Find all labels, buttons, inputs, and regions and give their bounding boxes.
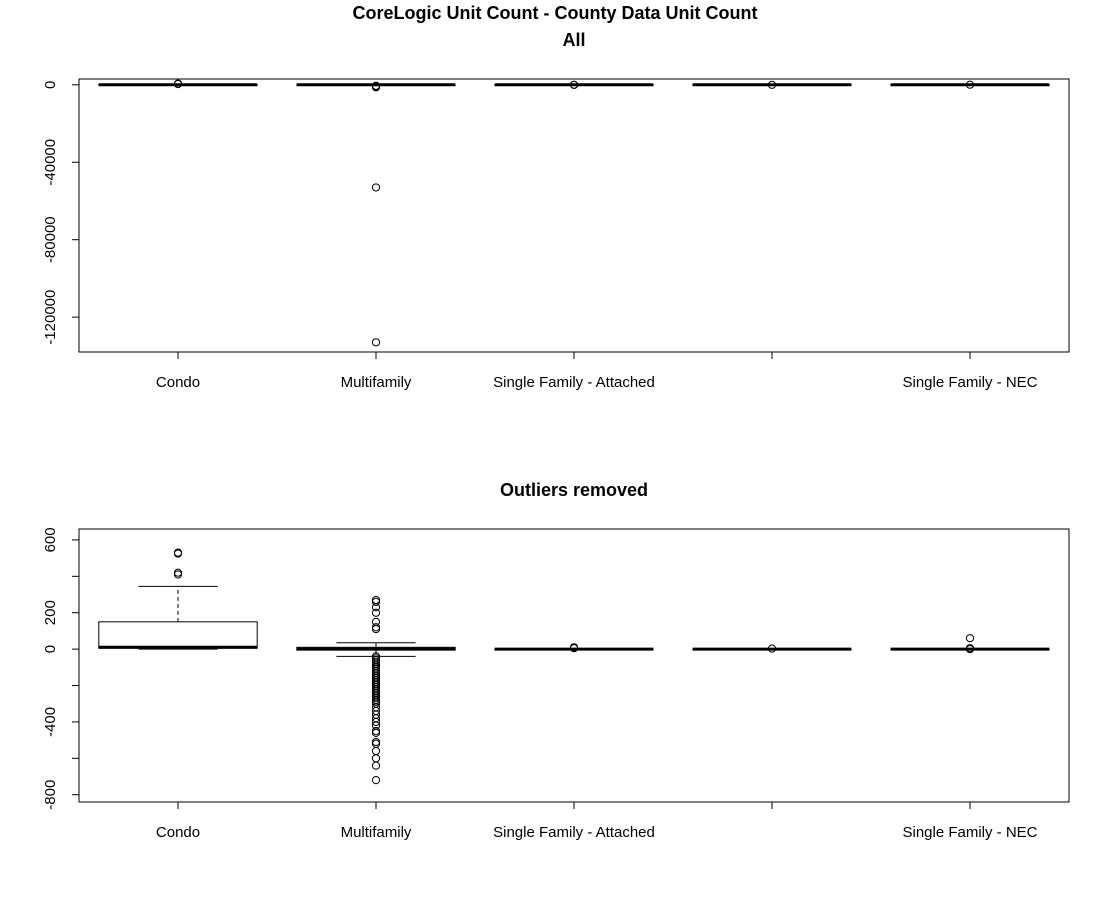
chart2-title: Outliers removed [500, 480, 648, 500]
outlier-point [371, 608, 381, 617]
y-tick-label: 0 [42, 81, 59, 89]
outlier-point [371, 597, 381, 606]
outlier-point [965, 634, 975, 643]
box-4 [890, 634, 1050, 654]
outlier-point [371, 625, 381, 634]
category-label: Single Family - NEC [902, 374, 1037, 391]
box-1 [296, 81, 456, 347]
y-tick-label: -120000 [42, 290, 59, 345]
outlier-point [371, 83, 381, 92]
outlier-point [965, 80, 975, 89]
outlier-point [965, 644, 975, 653]
category-label: Condo [156, 374, 200, 391]
y-tick-label: -400 [42, 707, 59, 737]
box-0 [98, 548, 258, 650]
y-tick-label: 200 [42, 600, 59, 625]
main-title: CoreLogic Unit Count - County Data Unit … [353, 3, 758, 23]
y-tick-label: 600 [42, 527, 59, 552]
category-label: Condo [156, 824, 200, 841]
category-label: Single Family - Attached [493, 824, 655, 841]
outlier-point [767, 80, 777, 89]
outlier-point [569, 643, 579, 652]
box-0 [98, 79, 258, 89]
outlier-point [371, 603, 381, 612]
outlier-point [173, 79, 183, 88]
chart-outliers-removed: 600 200 0 -400 -800 Condo Multifamily Single Fa… [42, 527, 1070, 841]
outlier-point [371, 717, 381, 727]
plot-frame [78, 528, 1070, 803]
outlier-point [173, 568, 183, 577]
box-4 [890, 80, 1050, 89]
box-iqr [98, 621, 258, 649]
category-label: Single Family - NEC [902, 824, 1037, 841]
box-3 [692, 644, 852, 653]
outlier-point [371, 338, 381, 347]
outlier-point [371, 746, 381, 756]
plot-frame [78, 78, 1070, 353]
box-1 [296, 595, 456, 785]
chart1-title: All [562, 30, 585, 50]
box-2 [494, 80, 654, 89]
outlier-point [371, 761, 381, 770]
outlier-point [767, 644, 777, 653]
outlier-point [371, 183, 381, 192]
outlier-point [173, 548, 183, 557]
y-tick-label: -40000 [42, 139, 59, 186]
outlier-point [371, 754, 381, 763]
box-2 [494, 643, 654, 653]
outlier-point [371, 776, 381, 785]
y-tick-label: 0 [42, 645, 59, 653]
outlier-point [569, 80, 579, 89]
y-tick-label: -800 [42, 780, 59, 810]
y-tick-label: -80000 [42, 216, 59, 263]
box-3 [692, 80, 852, 89]
category-label: Single Family - Attached [493, 374, 655, 391]
category-label: Multifamily [341, 374, 412, 391]
outlier-point [371, 728, 381, 737]
category-label: Multifamily [341, 824, 412, 841]
chart-all: 0 -40000 -80000 -120000 Condo Multifamily Sing… [42, 78, 1070, 391]
